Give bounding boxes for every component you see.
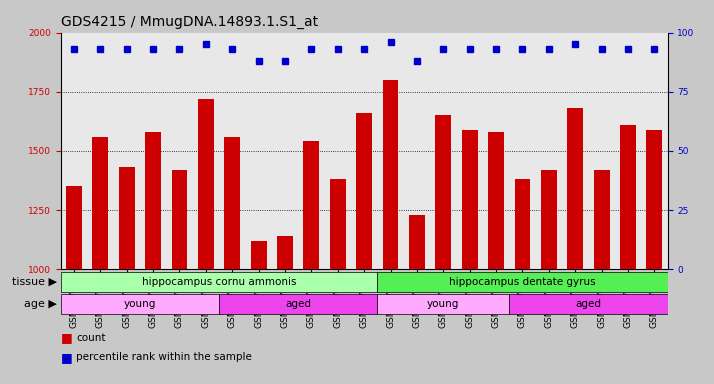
Bar — [515, 179, 531, 269]
Text: hippocampus dentate gyrus: hippocampus dentate gyrus — [449, 277, 595, 287]
Text: young: young — [427, 299, 460, 309]
Bar — [377, 294, 509, 314]
Bar — [219, 294, 377, 314]
Text: tissue ▶: tissue ▶ — [12, 277, 57, 287]
Text: ■: ■ — [61, 351, 76, 364]
Bar — [383, 80, 398, 269]
Bar — [462, 130, 478, 269]
Bar — [61, 272, 377, 292]
Text: age ▶: age ▶ — [24, 299, 57, 309]
Bar — [409, 215, 425, 269]
Bar — [277, 236, 293, 269]
Text: aged: aged — [285, 299, 311, 309]
Bar — [594, 170, 610, 269]
Text: ■: ■ — [61, 331, 76, 344]
Bar — [171, 170, 187, 269]
Bar — [377, 272, 668, 292]
Bar — [66, 186, 82, 269]
Bar — [92, 137, 109, 269]
Bar — [541, 170, 557, 269]
Bar — [145, 132, 161, 269]
Text: aged: aged — [575, 299, 601, 309]
Text: percentile rank within the sample: percentile rank within the sample — [76, 352, 252, 362]
Bar — [568, 108, 583, 269]
Bar — [620, 125, 636, 269]
Bar — [61, 294, 219, 314]
Bar — [646, 130, 663, 269]
Bar — [330, 179, 346, 269]
Bar — [488, 132, 504, 269]
Bar — [251, 241, 266, 269]
Text: hippocampus cornu ammonis: hippocampus cornu ammonis — [142, 277, 296, 287]
Text: count: count — [76, 333, 106, 343]
Bar — [303, 141, 319, 269]
Text: GDS4215 / MmugDNA.14893.1.S1_at: GDS4215 / MmugDNA.14893.1.S1_at — [61, 15, 318, 29]
Text: young: young — [124, 299, 156, 309]
Bar — [198, 99, 213, 269]
Bar — [436, 116, 451, 269]
Bar — [224, 137, 240, 269]
Bar — [509, 294, 668, 314]
Bar — [119, 167, 134, 269]
Bar — [356, 113, 372, 269]
